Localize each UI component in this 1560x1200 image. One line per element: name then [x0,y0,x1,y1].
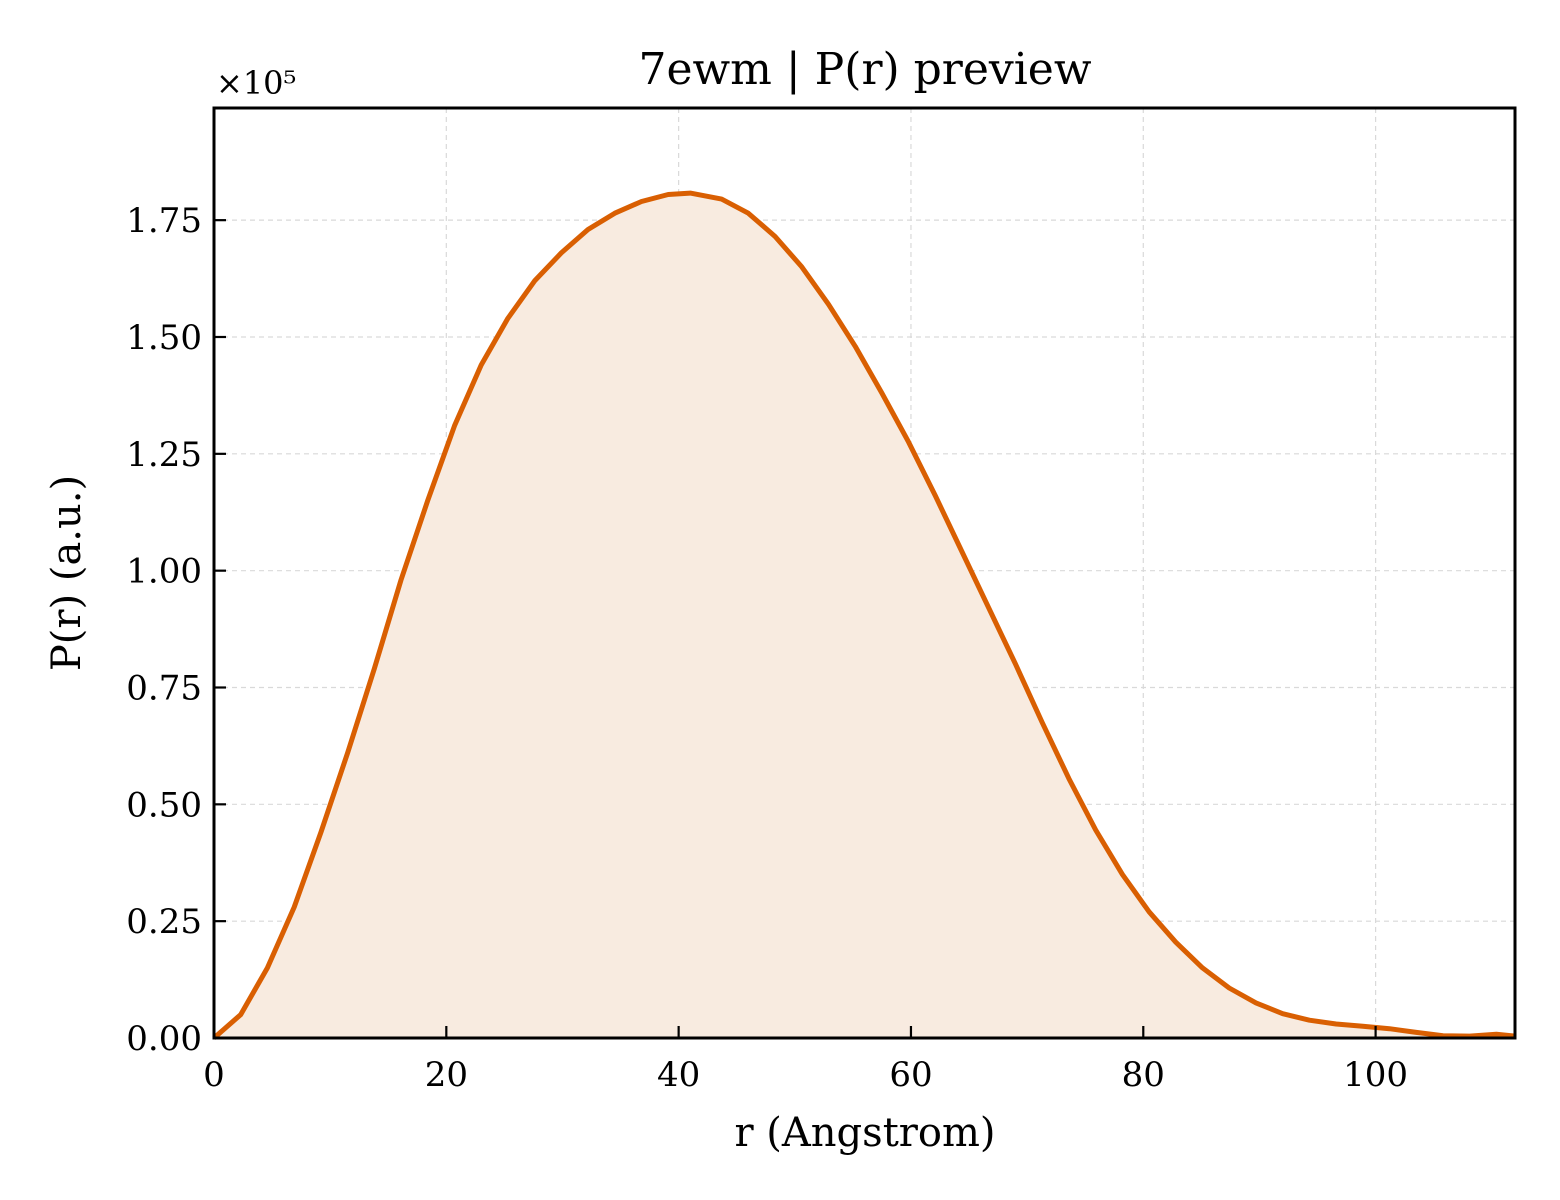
x-tick-label: 0 [203,1055,225,1095]
x-tick-label: 40 [657,1055,700,1095]
y-tick-label: 0.00 [126,1019,202,1059]
x-tick-label: 80 [1122,1055,1165,1095]
y-tick-label: 1.50 [126,318,202,358]
x-axis-label: r (Angstrom) [734,1110,995,1156]
y-tick-label: 0.25 [126,902,202,942]
axis-ticks [212,219,1377,1040]
x-tick-label: 20 [425,1055,468,1095]
y-tick-label: 1.75 [126,201,202,241]
axis-tick-labels: 0 20 40 60 80 100 0.00 0.25 0.50 0.75 1.00 1.25 1.50… [126,201,1408,1095]
y-offset-label: ×10⁵ [216,64,296,102]
y-tick-label: 1.25 [126,435,202,475]
plot-frame [212,106,1517,1040]
y-tick-label: 0.75 [126,668,202,708]
x-tick-label: 100 [1343,1055,1408,1095]
pr-curve [212,190,1516,1040]
y-tick-label: 0.50 [126,785,202,825]
y-axis-label: P(r) (a.u.) [44,475,90,671]
pr-area-fill [214,193,1515,1039]
y-tick-label: 1.00 [126,552,202,592]
chart-title: 7ewm | P(r) preview [638,44,1091,95]
x-tick-label: 60 [889,1055,932,1095]
